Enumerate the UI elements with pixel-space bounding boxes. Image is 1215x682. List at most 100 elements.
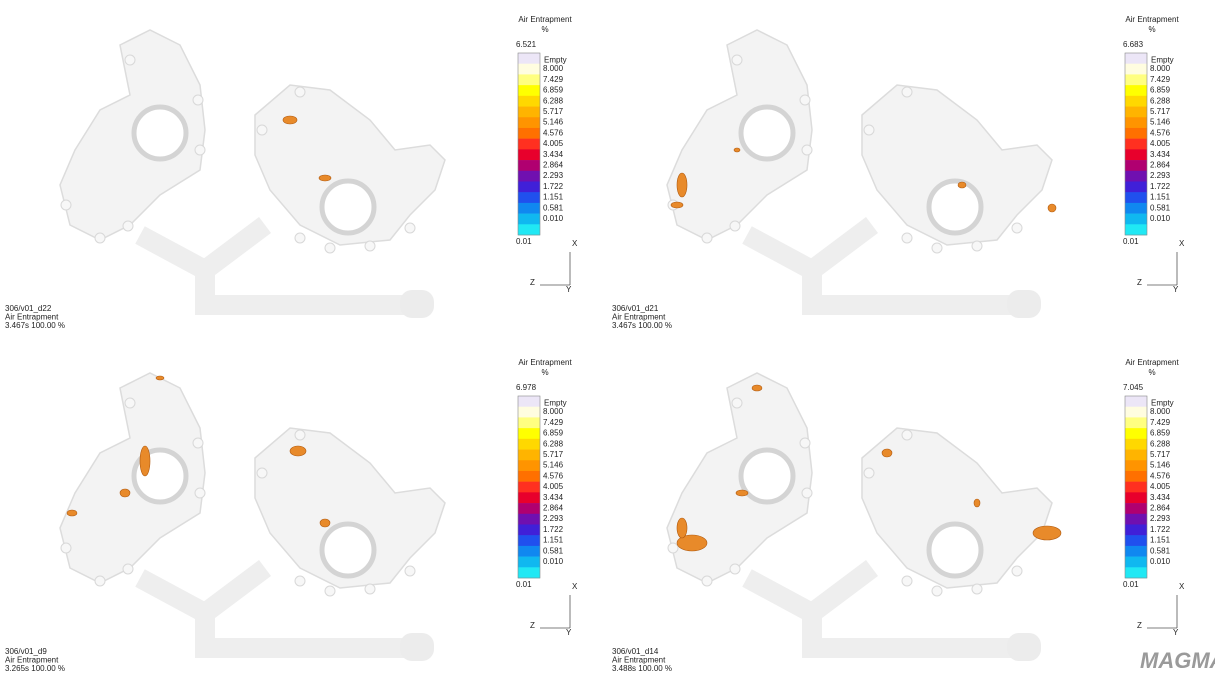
- colorbar-band: [518, 96, 540, 107]
- colorbar-band: [1125, 396, 1147, 407]
- axis-label: X: [1179, 239, 1185, 248]
- legend-unit: %: [1148, 25, 1155, 34]
- legend-title: Air Entrapment: [518, 358, 572, 367]
- legend-scale-label: 6.288: [1150, 439, 1171, 448]
- legend-scale-label: 5.146: [1150, 118, 1171, 127]
- colorbar-band: [1125, 439, 1147, 450]
- defect: [958, 182, 966, 188]
- legend-title: Air Entrapment: [518, 15, 572, 24]
- legend-scale-label: 6.288: [1150, 96, 1171, 105]
- colorbar-band: [518, 503, 540, 514]
- colorbar-band: [1125, 428, 1147, 439]
- defect: [1048, 204, 1056, 212]
- legend-min: 0.01: [516, 580, 532, 589]
- colorbar-band: [1125, 524, 1147, 535]
- legend-scale-label: 1.151: [1150, 193, 1171, 202]
- colorbar-band: [518, 85, 540, 96]
- legend-scale-label: 1.722: [543, 182, 564, 191]
- defect: [319, 175, 331, 181]
- legend-scale-label: 0.581: [543, 203, 564, 212]
- colorbar-band: [1125, 407, 1147, 418]
- panel: Air Entrapment%6.521Empty8.0007.4296.859…: [5, 15, 578, 330]
- legend-scale-label: 5.717: [543, 450, 564, 459]
- legend-title: Air Entrapment: [1125, 358, 1179, 367]
- defect: [736, 490, 748, 496]
- colorbar-band: [518, 107, 540, 118]
- legend-scale-label: 8.000: [1150, 64, 1171, 73]
- legend-scale-label: 0.010: [543, 214, 564, 223]
- defect: [290, 446, 306, 456]
- legend-min: 0.01: [1123, 580, 1139, 589]
- legend-scale-label: 4.005: [543, 482, 564, 491]
- legend-scale-label: 0.581: [543, 546, 564, 555]
- colorbar-band: [1125, 503, 1147, 514]
- legend-scale-label: 5.146: [1150, 461, 1171, 470]
- legend-scale-label: 5.717: [543, 107, 564, 116]
- axis-label: X: [572, 582, 578, 591]
- colorbar-band: [1125, 450, 1147, 461]
- defect: [882, 449, 892, 457]
- legend-scale-label: 7.429: [1150, 418, 1171, 427]
- panel: Air Entrapment%7.045Empty8.0007.4296.859…: [612, 358, 1185, 673]
- colorbar-band: [1125, 567, 1147, 578]
- caption-line: 3.467s 100.00 %: [612, 321, 672, 330]
- defect: [671, 202, 683, 208]
- colorbar-band: [1125, 160, 1147, 171]
- colorbar-band: [518, 224, 540, 235]
- legend-scale-label: 8.000: [1150, 407, 1171, 416]
- colorbar-band: [1125, 535, 1147, 546]
- colorbar-band: [1125, 53, 1147, 64]
- legend-max: 6.978: [516, 383, 537, 392]
- colorbar-band: [518, 149, 540, 160]
- legend-scale-label: 0.010: [1150, 214, 1171, 223]
- casting: [60, 373, 445, 661]
- casting: [667, 373, 1052, 661]
- axis-label: Z: [1137, 278, 1142, 287]
- axis-label: Y: [1173, 285, 1179, 294]
- colorbar-band: [518, 74, 540, 85]
- legend-scale-label: 3.434: [1150, 493, 1171, 502]
- defect: [320, 519, 330, 527]
- legend-scale-label: 4.005: [1150, 139, 1171, 148]
- panel: Air Entrapment%6.683Empty8.0007.4296.859…: [612, 15, 1185, 330]
- colorbar-band: [518, 53, 540, 64]
- colorbar-band: [518, 428, 540, 439]
- legend-scale-label: 1.722: [1150, 182, 1171, 191]
- colorbar-band: [518, 482, 540, 493]
- colorbar-band: [518, 514, 540, 525]
- defect: [1033, 526, 1061, 540]
- defect: [677, 518, 687, 538]
- colorbar-band: [518, 396, 540, 407]
- defect: [752, 385, 762, 391]
- colorbar-band: [518, 460, 540, 471]
- defect: [140, 446, 150, 476]
- colorbar-band: [1125, 128, 1147, 139]
- legend-scale-label: 1.722: [1150, 525, 1171, 534]
- axis-label: X: [572, 239, 578, 248]
- axis-label: Y: [566, 285, 572, 294]
- legend-scale-label: 4.576: [1150, 128, 1171, 137]
- colorbar-band: [518, 492, 540, 503]
- legend-scale-label: 0.010: [543, 557, 564, 566]
- legend-scale-label: 7.429: [543, 75, 564, 84]
- colorbar-band: [518, 117, 540, 128]
- colorbar-band: [1125, 514, 1147, 525]
- legend-unit: %: [541, 368, 548, 377]
- colorbar-band: [518, 417, 540, 428]
- colorbar-band: [1125, 107, 1147, 118]
- legend-scale-label: 8.000: [543, 407, 564, 416]
- legend-scale-label: 6.859: [543, 429, 564, 438]
- legend-scale-label: 2.293: [1150, 171, 1171, 180]
- colorbar-band: [1125, 203, 1147, 214]
- defect: [974, 499, 980, 507]
- caption-line: 3.467s 100.00 %: [5, 321, 65, 330]
- colorbar-band: [1125, 557, 1147, 568]
- colorbar-band: [1125, 64, 1147, 75]
- colorbar-band: [518, 192, 540, 203]
- colorbar-band: [1125, 96, 1147, 107]
- colorbar-band: [1125, 546, 1147, 557]
- colorbar-band: [1125, 492, 1147, 503]
- legend-max: 6.683: [1123, 40, 1144, 49]
- axis-label: X: [1179, 582, 1185, 591]
- colorbar-band: [518, 535, 540, 546]
